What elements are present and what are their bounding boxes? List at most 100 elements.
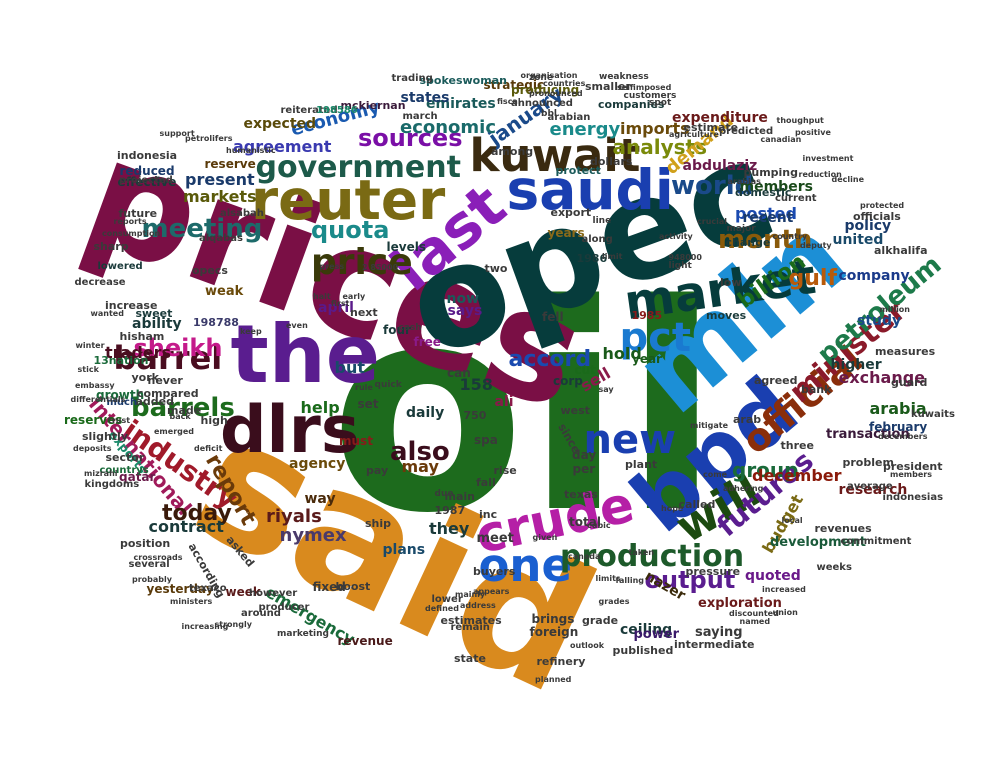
word-the: the [230,308,380,401]
word-rise: rise [493,463,517,477]
word-differentials: differentials [70,395,126,404]
word-strategic: strategic [483,78,545,92]
word-planned: planned [535,675,572,684]
word-companies: companies [598,97,665,111]
word-low: low [720,275,742,289]
word-bbl: bbl [541,108,557,119]
word-kuwait: kuwait [469,128,641,182]
word-measures: measures [875,344,936,358]
word-state: state [454,651,486,665]
word-decrease: decrease [74,277,126,288]
word-arabias: arabias [727,177,761,186]
word-texas: texas [564,487,598,501]
word-given: given [532,533,558,542]
word-must: must [339,434,373,448]
word-agriculture: agriculture [669,130,719,139]
word-mainly: mainly [455,590,486,599]
word-reduction: reduction [798,170,842,179]
word-officials: officials [853,209,901,223]
word-trust: trust [108,416,131,425]
word-ship: ship [365,516,392,530]
word-948000: 948000 [668,253,702,262]
word-high: high [200,413,228,427]
word-thoughput: thoughput [776,116,824,125]
word-trading: trading [391,73,433,84]
word-february: february [869,420,928,434]
word-may: may [401,457,439,476]
word-two: two [484,261,508,275]
word-members: members [739,179,813,195]
word-weak: weak [205,283,244,299]
word-made: made [167,403,202,417]
word-producer: producer [258,602,310,613]
word-quick: quick [374,379,402,390]
word-sources: sources [358,124,463,152]
word-moves: moves [706,308,747,322]
word-sector: sector [105,450,145,464]
word-press: press [319,262,345,271]
word-limit: limit [602,252,623,261]
word-economic: economic [400,117,497,138]
word-barrel: barrel [113,339,223,377]
word-hold: hold [602,344,642,363]
word-pronounced: pronounced [529,89,583,98]
word-arab: arab [733,412,762,426]
word-quota: quota [311,216,390,244]
word-guard: guard [891,375,928,389]
word-bank: bank [801,382,832,396]
word-published: published [612,643,674,657]
word-daily: daily [406,405,445,421]
word-reuter: reuter [251,167,446,232]
word-weakness: weakness [599,71,649,82]
word-ceiling: ceiling [620,622,673,638]
word-announced: announced [511,98,573,109]
word-transaction: transaction [826,426,910,442]
word-petrolifers: petrolifers [185,134,233,143]
word-embassy: embassy [75,381,115,390]
word-new: new [583,417,677,463]
word-organisation: organisation [520,71,578,80]
word-back: back [169,412,191,421]
word-750: 750 [463,408,487,422]
word-reiterated: reiterated [280,105,338,116]
word-keep: keep [240,327,262,336]
word-protect: protect [555,163,601,177]
word-countrys: countrys [99,465,149,476]
word-nymex: nymex [279,525,347,546]
word-million: million [879,305,911,314]
word-members: members [890,470,932,479]
word-around: around [241,608,281,619]
word-slightly: slightly [82,429,128,443]
word-named: named [739,617,771,626]
word-alsabah: alsabah [220,208,264,219]
word-emerged: emerged [154,427,195,436]
word-producing: producing [511,83,580,97]
word-year: year [632,352,662,366]
word-mckiernan: mckiernan [340,98,406,112]
word-canadian: canadian [760,135,802,144]
word-major: major [726,223,756,234]
word-revenues: revenues [814,521,872,535]
word-next: next [350,305,378,319]
word-arabian: arabian [547,112,591,123]
word-one: one [478,538,572,592]
word-halt: halt [313,292,331,301]
word-mizrahi: mizrahi [84,469,118,478]
word-position: position [120,536,171,550]
word-fall: fall [476,475,496,489]
word-saudi: saudi [506,157,674,222]
word-sharp: sharp [93,239,129,253]
word-united: united [832,232,884,248]
word-compared: compared [137,386,199,400]
word-probably: probably [132,575,172,584]
word-cubic: cubic [587,521,611,530]
word-sheikh: sheikh [133,334,223,362]
word-plant: plant [625,457,658,471]
word-exploration: exploration [698,595,782,611]
word-canada: canada [568,552,601,561]
word-weeks: weeks [816,562,852,573]
word-deputy: deputy [800,241,832,250]
word-protected: protected [860,201,905,210]
word-consumption: consumption [102,229,161,238]
